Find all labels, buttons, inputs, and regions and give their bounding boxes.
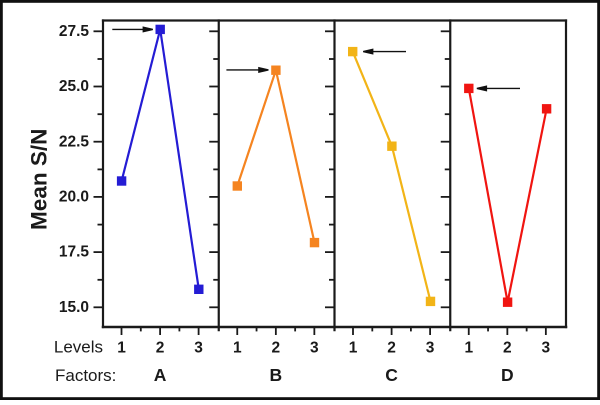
svg-text:2: 2 <box>503 340 512 357</box>
svg-text:1: 1 <box>349 340 358 357</box>
svg-text:1: 1 <box>464 340 473 357</box>
svg-text:A: A <box>154 365 167 385</box>
svg-text:1: 1 <box>233 340 242 357</box>
svg-text:22.5: 22.5 <box>59 133 90 150</box>
svg-text:1: 1 <box>117 340 126 357</box>
svg-text:17.5: 17.5 <box>59 244 90 261</box>
svg-text:B: B <box>270 365 283 385</box>
svg-text:25.0: 25.0 <box>59 78 89 95</box>
svg-text:20.0: 20.0 <box>59 189 89 206</box>
svg-text:3: 3 <box>542 340 551 357</box>
svg-text:Levels: Levels <box>54 337 103 356</box>
svg-text:27.5: 27.5 <box>59 23 90 40</box>
svg-text:C: C <box>385 365 398 385</box>
svg-text:Factors:: Factors: <box>55 366 116 385</box>
svg-text:Mean S/N: Mean S/N <box>27 129 52 230</box>
svg-text:D: D <box>501 365 514 385</box>
svg-text:3: 3 <box>426 340 435 357</box>
svg-text:2: 2 <box>387 340 396 357</box>
svg-text:3: 3 <box>194 340 203 357</box>
svg-text:3: 3 <box>310 340 319 357</box>
svg-text:2: 2 <box>156 340 165 357</box>
svg-text:2: 2 <box>272 340 281 357</box>
svg-text:15.0: 15.0 <box>59 299 89 316</box>
